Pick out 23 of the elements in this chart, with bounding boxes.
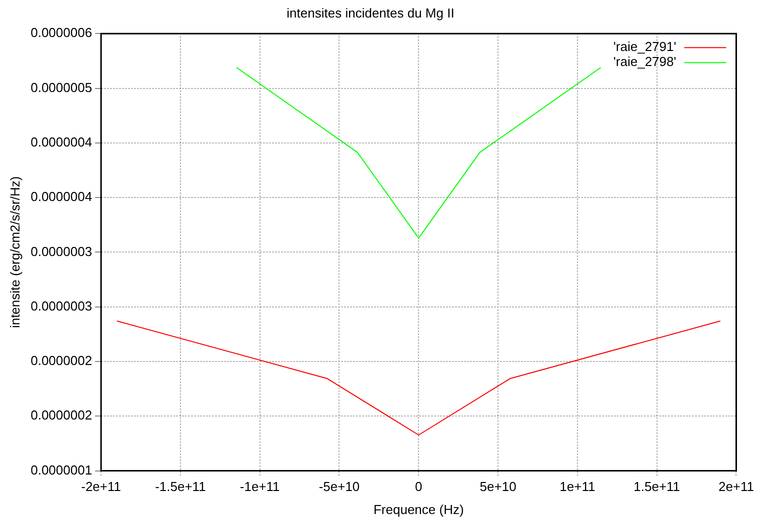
y-tick-label: 0.0000004 (30, 189, 92, 204)
y-tick-label: 0.0000001 (30, 462, 92, 478)
legend-label: 'raie_2791' (613, 39, 676, 54)
y-tick-label: 0.0000004 (30, 134, 92, 150)
x-tick-label: -5e+10 (318, 479, 360, 494)
chart-title: intensites incidentes du Mg II (286, 5, 454, 20)
x-tick-label: 0 (415, 479, 422, 494)
y-axis-title: intensite (erg/cm2/s/sr/Hz) (7, 176, 22, 328)
x-tick-label: 5e+10 (480, 479, 516, 494)
y-tick-label: 0.0000002 (30, 353, 92, 368)
y-tick-label: 0.0000003 (30, 298, 92, 314)
x-tick-label: -2e+11 (81, 479, 121, 494)
y-tick-label: 0.0000002 (30, 408, 92, 423)
x-tick-label: 1e+11 (560, 479, 596, 494)
y-tick-label: 0.0000003 (30, 244, 92, 259)
x-tick-label: 2e+11 (718, 479, 754, 494)
x-axis-title: Frequence (Hz) (373, 502, 464, 517)
y-tick-label: 0.0000006 (30, 25, 92, 40)
x-tick-label: 1.5e+11 (634, 479, 680, 494)
legend-label: 'raie_2798' (613, 54, 676, 70)
x-tick-label: -1.5e+11 (155, 479, 206, 494)
y-tick-label: 0.0000005 (30, 80, 92, 95)
x-tick-label: -1e+11 (240, 479, 280, 494)
